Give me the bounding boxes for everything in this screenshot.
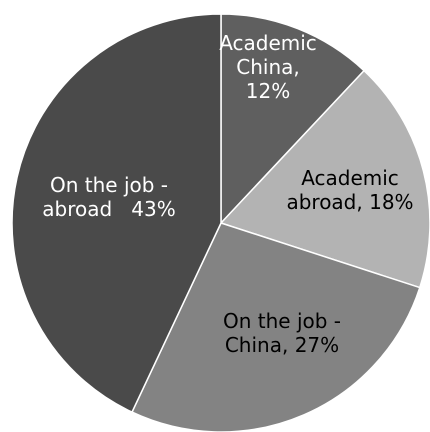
slice-label-on-the-job-abroad: On the job -abroad 43% xyxy=(42,173,175,221)
pie-slice-on-the-job-abroad xyxy=(11,13,222,414)
pie-slice-academic-abroad xyxy=(219,69,430,289)
pie-labels: Academic China, 12% Academic abroad, 18% On t… xyxy=(42,31,413,357)
pie-slice-academic-china xyxy=(220,13,366,225)
slice-label-on-the-job-china: On the job -China, 27% xyxy=(223,309,341,357)
pie-slices xyxy=(11,13,430,432)
slice-label-academic-china: Academic China, 12% xyxy=(219,31,317,103)
pie-slice-on-the-job-china xyxy=(131,222,421,432)
slice-label-academic-abroad: Academic abroad, 18% xyxy=(286,166,413,214)
